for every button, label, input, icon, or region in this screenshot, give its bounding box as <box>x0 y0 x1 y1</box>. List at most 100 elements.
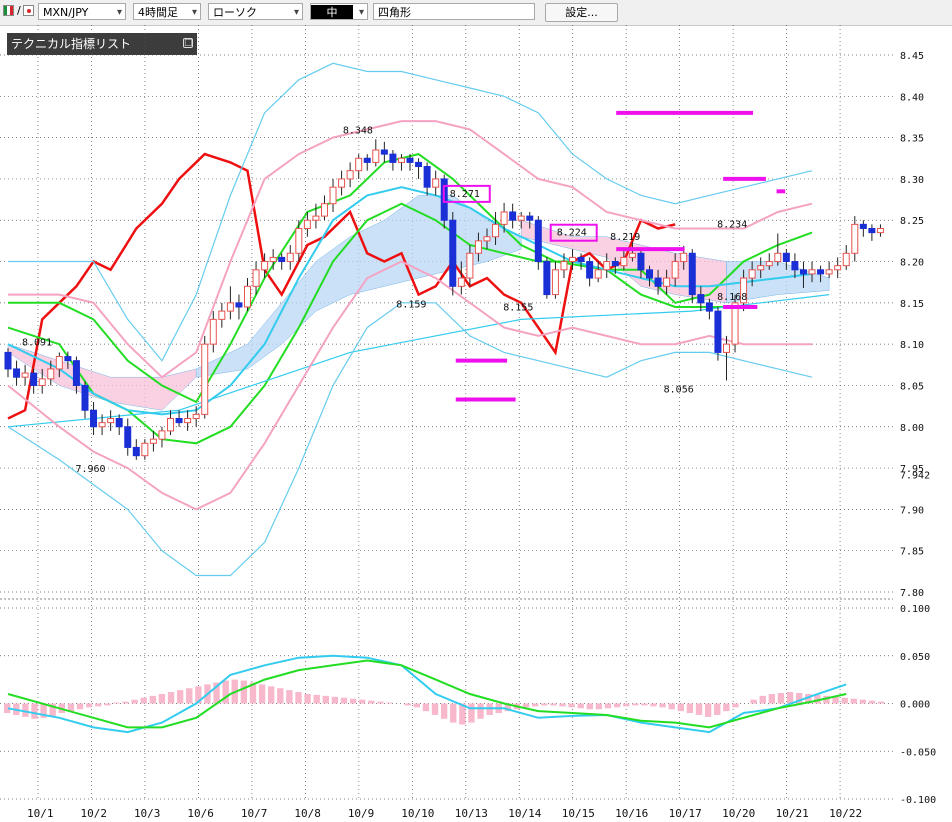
macd-histogram-bar <box>559 703 566 707</box>
candle-body <box>286 252 294 263</box>
candle-body <box>389 153 397 163</box>
candle-body <box>132 446 140 457</box>
line-bb_upper_pink <box>8 120 813 379</box>
macd-histogram-bar <box>613 703 621 708</box>
chevron-down-icon: ▾ <box>293 7 299 18</box>
x-tick-label: 10/14 <box>508 807 541 820</box>
settings-button[interactable]: 設定... <box>545 3 618 22</box>
candle-body <box>543 261 551 296</box>
macd-histogram-bar <box>522 703 530 708</box>
macd-histogram-bar <box>422 703 430 712</box>
macd-histogram-bar <box>331 696 339 704</box>
macd-y-tick-label: -0.100 <box>900 795 936 806</box>
chart-style-select[interactable]: ローソク ▾ <box>208 3 303 20</box>
macd-histogram-bar <box>113 702 120 704</box>
macd-histogram-bar <box>349 698 357 704</box>
macd-y-tick-label: 0.100 <box>900 604 930 615</box>
macd-histogram-bar <box>450 703 457 723</box>
line-bb_lower_pink <box>7 260 812 511</box>
macd-histogram-bar <box>868 700 876 704</box>
candle-body <box>466 252 474 279</box>
macd-histogram-bar <box>249 682 257 704</box>
macd-histogram-bar <box>368 700 375 704</box>
price-annotation: 8.091 <box>22 338 52 349</box>
toolbar: / MXN/JPY ▾ 4時間足 ▾ ローソク ▾ 中 ▾ 四角形 設定... <box>0 0 952 26</box>
candle-body <box>586 261 594 279</box>
candle-body <box>551 269 559 296</box>
candle-body <box>312 215 320 221</box>
indicator-list-panel[interactable]: テクニカル指標リスト □ <box>7 33 197 55</box>
candle-body <box>303 219 311 229</box>
japan-flag-icon <box>23 5 34 16</box>
candle-body <box>594 269 602 279</box>
candle-body <box>55 356 63 370</box>
y-tick-label: 8.40 <box>900 92 924 103</box>
x-tick-label: 10/17 <box>669 807 702 820</box>
candle-body <box>175 418 183 424</box>
price-annotation: 8.219 <box>610 232 640 243</box>
y-tick-label: 8.15 <box>900 299 924 310</box>
panel-toggle-icon[interactable]: □ <box>183 38 193 48</box>
x-tick-label: 10/3 <box>134 807 161 820</box>
macd-histogram-bar <box>267 686 275 704</box>
candle-body <box>209 318 217 345</box>
candle-body <box>192 413 200 420</box>
candle-body <box>868 227 876 234</box>
annotation-box <box>442 184 491 203</box>
macd-histogram-bar <box>595 703 603 710</box>
macd-histogram-bar <box>140 697 147 704</box>
price-annotation: 8.155 <box>503 303 533 314</box>
macd-histogram-bar <box>668 703 675 710</box>
y-tick-label: 7.80 <box>900 588 924 599</box>
candle-body <box>295 227 303 254</box>
macd-histogram-bar <box>723 703 730 712</box>
macd-histogram-bar <box>85 703 93 708</box>
candle-body <box>252 269 260 287</box>
y-tick-label: 8.45 <box>900 51 924 62</box>
macd-histogram-bar <box>386 702 393 704</box>
line-weight-select[interactable]: 中 ▾ <box>310 3 368 20</box>
macd-histogram-bar <box>4 703 11 714</box>
macd-histogram-bar <box>131 699 138 704</box>
candle-body <box>107 418 115 424</box>
macd-histogram-bar <box>104 703 111 706</box>
candle-body <box>808 269 816 275</box>
candle-body <box>628 252 636 258</box>
x-tick-label: 10/2 <box>80 807 107 820</box>
y-tick-label: 7.95 <box>900 464 924 475</box>
candle-body <box>774 252 782 263</box>
candle-body <box>4 351 12 370</box>
macd-histogram-bar <box>659 703 666 708</box>
macd-histogram-bar <box>759 695 766 704</box>
price-annotation: 8.271 <box>450 189 480 200</box>
candle-body <box>876 227 884 234</box>
candle-body <box>646 269 654 279</box>
drawing-tool-select[interactable]: 四角形 <box>373 3 535 20</box>
line-weight-value: 中 <box>311 5 353 19</box>
macd-histogram-bar <box>149 695 157 704</box>
candle-body <box>817 269 825 275</box>
macd-histogram-bar <box>877 701 885 704</box>
symbol-select[interactable]: MXN/JPY ▾ <box>38 3 126 20</box>
candle-body <box>432 178 440 188</box>
macd-histogram-bar <box>40 703 47 718</box>
candle-body <box>64 356 72 362</box>
line-long_ma <box>7 294 830 428</box>
x-tick-label: 10/20 <box>722 807 755 820</box>
macd-histogram-bar <box>340 697 348 704</box>
x-tick-label: 10/16 <box>615 807 648 820</box>
macd-histogram-bar <box>704 703 712 717</box>
price-chart[interactable]: 8.45 8.40 8.35 8.30 8.25 8.20 8.15 8.10 8.05 8.00… <box>0 25 952 822</box>
macd-histogram-bar <box>750 699 757 704</box>
macd-histogram-bar <box>277 688 284 704</box>
candle-body <box>680 252 688 263</box>
candle-body <box>47 368 55 380</box>
candle-body <box>825 269 833 275</box>
macd-histogram-bar <box>222 680 229 704</box>
macd-histogram-bar <box>695 703 703 715</box>
macd-histogram-bar <box>677 703 685 712</box>
candle-body <box>278 256 286 263</box>
candle-body <box>688 252 696 296</box>
macd-histogram-bar <box>322 695 329 704</box>
timeframe-select[interactable]: 4時間足 ▾ <box>133 3 201 20</box>
